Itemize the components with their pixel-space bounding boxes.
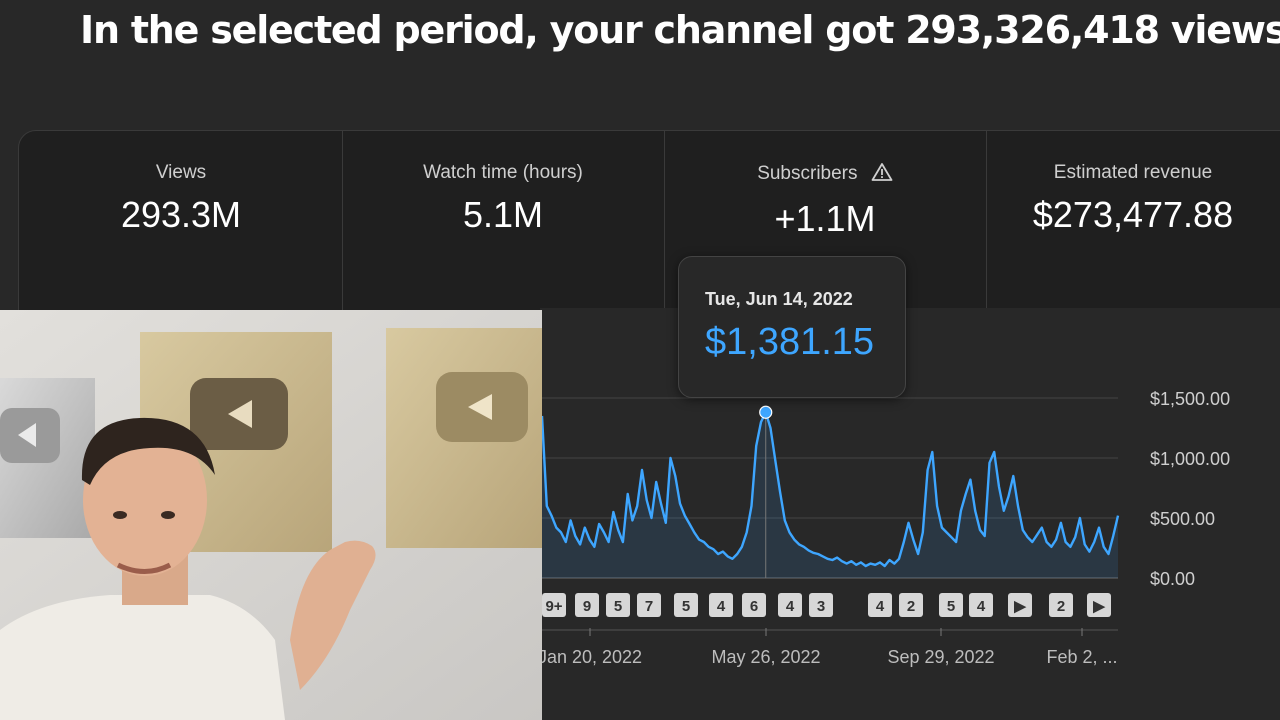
annotation-marker-label: 7	[645, 598, 653, 615]
annotation-marker[interactable]: 2	[899, 593, 923, 617]
annotation-marker-box	[637, 593, 661, 617]
annotation-marker-label: 9	[583, 598, 591, 615]
x-tick-label: Feb 2, ...	[1046, 647, 1117, 667]
y-tick-label: $500.00	[1150, 509, 1215, 529]
metric-subscribers[interactable]: Subscribers +1.1M	[664, 130, 987, 310]
warning-icon[interactable]	[871, 162, 893, 188]
x-tick-label: Jan 20, 2022	[538, 647, 642, 667]
annotation-marker-label: 4	[876, 598, 885, 615]
annotation-marker-box	[542, 593, 566, 617]
x-tick-label: May 26, 2022	[711, 647, 820, 667]
metric-watch-time[interactable]: Watch time (hours) 5.1M	[342, 130, 665, 310]
annotation-marker[interactable]: 4	[778, 593, 802, 617]
annotation-marker[interactable]: ▶	[1008, 593, 1032, 617]
annotation-marker[interactable]: 5	[606, 593, 630, 617]
annotation-marker[interactable]: 5	[939, 593, 963, 617]
metric-label: Subscribers	[757, 163, 858, 184]
annotation-marker-label: 4	[977, 598, 986, 615]
headline: In the selected period, your channel got…	[80, 8, 1280, 52]
annotation-marker-box	[969, 593, 993, 617]
annotation-marker-box	[868, 593, 892, 617]
metric-value: $273,477.88	[1032, 194, 1234, 235]
x-tick-label: Sep 29, 2022	[887, 647, 994, 667]
annotation-marker[interactable]: 4	[969, 593, 993, 617]
annotation-marker[interactable]: 4	[709, 593, 733, 617]
tooltip-date: Tue, Jun 14, 2022	[705, 289, 853, 309]
annotation-marker-label: 5	[682, 598, 690, 615]
annotation-marker[interactable]: 2	[1049, 593, 1073, 617]
creator-photo	[0, 310, 542, 720]
annotation-marker[interactable]: 6	[742, 593, 766, 617]
annotation-marker-label: 3	[817, 598, 825, 615]
metrics-card	[18, 130, 1280, 332]
annotation-marker-label: 9+	[545, 598, 562, 615]
annotation-marker-box	[809, 593, 833, 617]
annotation-marker[interactable]: 9	[575, 593, 599, 617]
metric-value: 5.1M	[462, 194, 544, 235]
annotation-marker-box	[575, 593, 599, 617]
annotation-marker-box	[1087, 593, 1111, 617]
annotation-marker-label: 2	[907, 598, 915, 615]
tooltip-amount: $1,381.15	[705, 321, 875, 363]
annotation-marker-box	[674, 593, 698, 617]
annotation-marker-box	[709, 593, 733, 617]
metric-label-row: Subscribers	[664, 162, 986, 188]
y-tick-label: $0.00	[1150, 569, 1195, 589]
annotation-marker-label: 2	[1057, 598, 1065, 615]
annotation-marker[interactable]: 5	[674, 593, 698, 617]
annotation-marker-label: 5	[614, 598, 622, 615]
annotation-marker-box	[1008, 593, 1032, 617]
annotation-marker-box	[899, 593, 923, 617]
metric-value: +1.1M	[774, 198, 876, 239]
annotation-marker[interactable]: 4	[868, 593, 892, 617]
annotation-marker[interactable]: 9+	[542, 593, 566, 617]
chart-tooltip: Tue, Jun 14, 2022 $1,381.15	[678, 256, 906, 398]
highlight-point[interactable]	[759, 405, 773, 419]
metric-views[interactable]: Views 293.3M	[20, 130, 343, 310]
annotation-marker-label: 6	[750, 598, 758, 615]
annotation-marker-box	[606, 593, 630, 617]
annotation-marker-box	[778, 593, 802, 617]
metric-revenue[interactable]: Estimated revenue $273,477.88	[986, 130, 1280, 310]
annotation-marker-label: 4	[717, 598, 726, 615]
annotation-marker[interactable]: 7	[637, 593, 661, 617]
chart-line	[540, 411, 1120, 568]
metric-label: Watch time (hours)	[423, 162, 583, 183]
y-tick-label: $1,000.00	[1150, 449, 1230, 469]
annotation-marker-label: 5	[947, 598, 955, 615]
y-tick-label: $1,500.00	[1150, 389, 1230, 409]
chart-area-fill	[542, 412, 1118, 578]
metric-label: Views	[155, 162, 207, 183]
annotation-marker[interactable]: ▶	[1087, 593, 1111, 617]
annotation-marker-label: ▶	[1092, 598, 1106, 615]
annotation-marker-label: ▶	[1013, 598, 1027, 615]
annotation-marker[interactable]: 3	[809, 593, 833, 617]
annotation-marker-box	[742, 593, 766, 617]
annotation-marker-label: 4	[786, 598, 795, 615]
metric-value: 293.3M	[120, 194, 242, 235]
metric-label: Estimated revenue	[1053, 162, 1213, 183]
annotation-marker-box	[939, 593, 963, 617]
annotation-marker-box	[1049, 593, 1073, 617]
